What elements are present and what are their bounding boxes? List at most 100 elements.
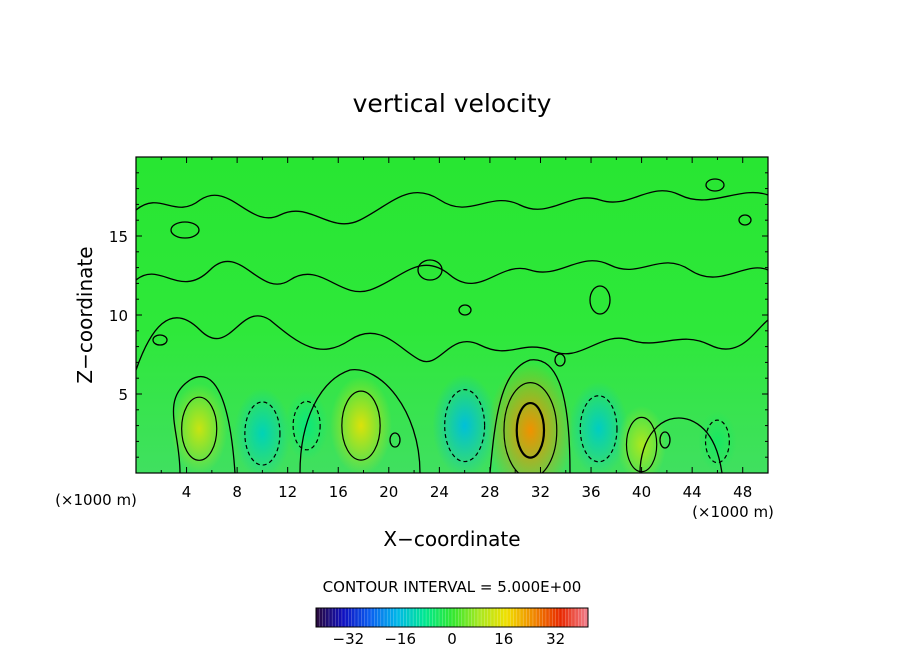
colorbar-swatch bbox=[387, 608, 391, 627]
colorbar-swatch bbox=[584, 608, 589, 627]
colorbar-swatch bbox=[380, 608, 385, 627]
colorbar-tick-label: −32 bbox=[333, 630, 365, 648]
colorbar-swatch bbox=[562, 608, 566, 627]
x-tick-label: 28 bbox=[480, 483, 499, 501]
colorbar-tick-label: 0 bbox=[447, 630, 457, 648]
downdraft-cell bbox=[698, 411, 737, 472]
colorbar-swatch bbox=[384, 608, 388, 627]
colorbar-swatch bbox=[403, 608, 408, 627]
updraft-contour bbox=[503, 382, 558, 473]
colorbar-swatch bbox=[432, 608, 437, 627]
contour-cell bbox=[554, 353, 566, 367]
colorbar-swatch bbox=[396, 608, 401, 627]
colorbar-swatch bbox=[400, 608, 404, 627]
y-tick-label: 10 bbox=[109, 307, 128, 325]
contour-zero-line bbox=[136, 190, 768, 225]
colorbar-swatch bbox=[416, 608, 421, 627]
colorbar-swatch bbox=[452, 608, 456, 627]
colorbar-swatch bbox=[529, 608, 534, 627]
downdraft-contour bbox=[444, 389, 486, 463]
x-tick-label: 40 bbox=[632, 483, 651, 501]
colorbar-swatch bbox=[445, 608, 450, 627]
colorbar-swatch bbox=[422, 608, 427, 627]
contour-zero-line bbox=[489, 359, 571, 473]
colorbar-swatch bbox=[549, 608, 553, 627]
updraft-contour bbox=[341, 390, 381, 461]
colorbar-swatch bbox=[413, 608, 417, 627]
colorbar-swatch bbox=[358, 608, 362, 627]
colorbar-swatch bbox=[345, 608, 349, 627]
colorbar-tick-label: −16 bbox=[384, 630, 416, 648]
updraft-inner-contour bbox=[515, 401, 546, 459]
colorbar-swatch bbox=[568, 608, 573, 627]
colorbar-swatch bbox=[539, 608, 544, 627]
colorbar bbox=[315, 607, 589, 628]
plot-area bbox=[136, 157, 768, 473]
colorbar-swatch bbox=[442, 608, 446, 627]
colorbar-swatch bbox=[484, 608, 489, 627]
colorbar-swatch bbox=[322, 608, 327, 627]
updraft-contour bbox=[181, 396, 218, 461]
colorbar-swatch bbox=[335, 608, 340, 627]
x-tick-label: 44 bbox=[683, 483, 702, 501]
x-tick-label: 8 bbox=[232, 483, 242, 501]
downdraft-cell bbox=[569, 381, 629, 473]
updraft-cell bbox=[170, 383, 228, 473]
colorbar-swatch bbox=[487, 608, 492, 627]
x-unit-left: (×1000 m) bbox=[55, 491, 137, 509]
colorbar-swatch bbox=[374, 608, 378, 627]
downdraft-contour bbox=[704, 419, 730, 464]
x-axis-label: X−coordinate bbox=[383, 527, 520, 551]
colorbar-swatch bbox=[319, 608, 323, 627]
colorbar-swatch bbox=[419, 608, 424, 627]
downdraft-cell bbox=[234, 388, 291, 473]
x-tick-label: 36 bbox=[581, 483, 600, 501]
colorbar-swatch bbox=[325, 608, 330, 627]
chart-title: vertical velocity bbox=[353, 89, 552, 118]
colorbar-swatch bbox=[507, 608, 511, 627]
x-tick-label: 32 bbox=[531, 483, 550, 501]
colorbar-swatch bbox=[571, 608, 576, 627]
colorbar-swatch bbox=[338, 608, 343, 627]
updraft-cell bbox=[487, 362, 573, 473]
colorbar-tick-label: 16 bbox=[494, 630, 513, 648]
colorbar-swatch bbox=[494, 608, 498, 627]
colorbar-swatch bbox=[490, 608, 495, 627]
colorbar-swatch bbox=[367, 608, 372, 627]
contour-cell bbox=[659, 431, 671, 449]
colorbar-swatch bbox=[393, 608, 398, 627]
colorbar-swatch bbox=[516, 608, 521, 627]
colorbar-swatch bbox=[409, 608, 414, 627]
contour-cell bbox=[417, 259, 443, 281]
contour-lines bbox=[136, 178, 768, 473]
colorbar-swatch bbox=[354, 608, 359, 627]
colorbar-swatch bbox=[377, 608, 382, 627]
colorbar-swatch bbox=[575, 608, 579, 627]
colorbar-swatch bbox=[526, 608, 531, 627]
colorbar-swatch bbox=[481, 608, 485, 627]
colorbar-swatch bbox=[474, 608, 479, 627]
colorbar-swatch bbox=[361, 608, 365, 627]
contour-cell bbox=[705, 178, 725, 192]
colorbar-swatch bbox=[545, 608, 550, 627]
colorbar-swatch bbox=[406, 608, 411, 627]
colorbar-swatch bbox=[578, 608, 582, 627]
contour-cell bbox=[458, 304, 472, 316]
colorbar-swatch bbox=[341, 608, 346, 627]
downdraft-contour bbox=[244, 401, 281, 466]
colorbar-swatch bbox=[542, 608, 547, 627]
x-tick-label: 20 bbox=[379, 483, 398, 501]
colorbar-swatch bbox=[461, 608, 466, 627]
colorbar-swatch bbox=[364, 608, 369, 627]
colorbar-swatch bbox=[477, 608, 482, 627]
updraft-cell bbox=[330, 376, 392, 473]
colorbar-swatch bbox=[390, 608, 395, 627]
contour-zero-line bbox=[136, 260, 768, 293]
colorbar-swatch bbox=[520, 608, 524, 627]
contour-zero-line bbox=[299, 369, 421, 473]
colorbar-swatch bbox=[532, 608, 537, 627]
x-unit-right: (×1000 m) bbox=[692, 503, 774, 521]
x-tick-label: 16 bbox=[329, 483, 348, 501]
contour-zero-line bbox=[639, 417, 723, 473]
contour-zero-line bbox=[136, 315, 768, 371]
